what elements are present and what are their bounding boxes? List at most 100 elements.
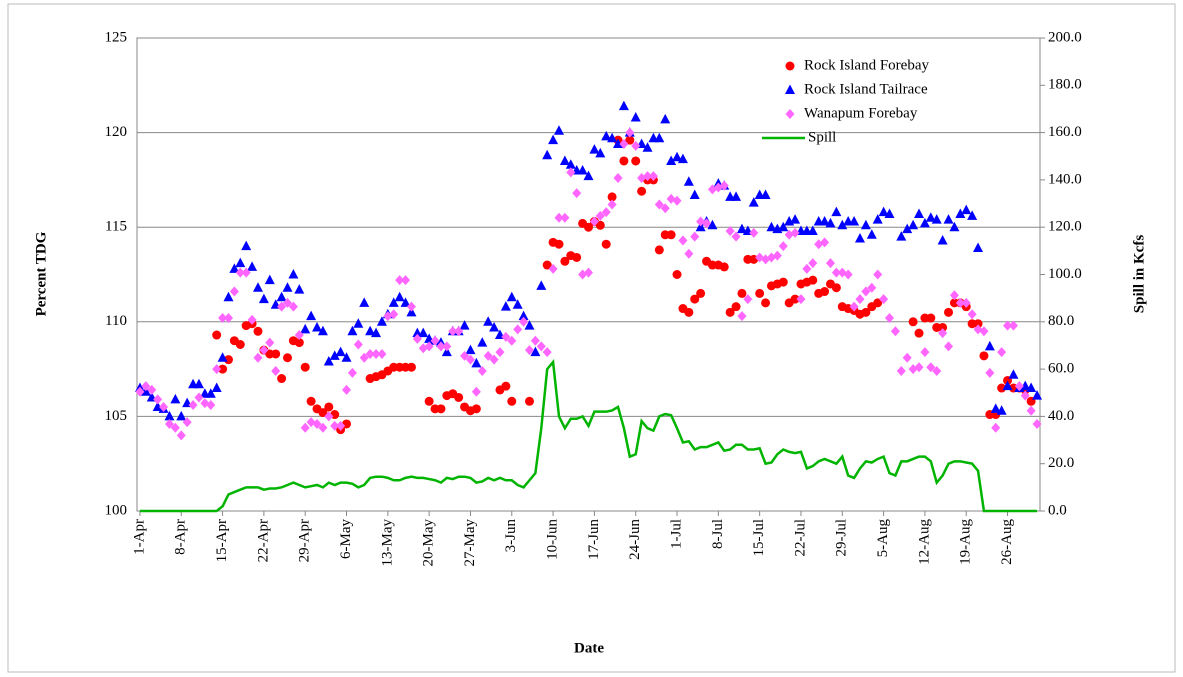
point (589, 144, 600, 154)
point (318, 422, 328, 433)
point (401, 275, 411, 286)
point (241, 240, 252, 251)
point (235, 267, 245, 278)
point (211, 382, 222, 393)
point (542, 149, 553, 160)
point (973, 319, 983, 329)
point (223, 355, 233, 365)
legend-label: Rock Island Tailrace (804, 81, 928, 97)
point (294, 338, 304, 348)
point (979, 326, 989, 337)
point (925, 212, 936, 222)
x-axis-title: Date (574, 640, 604, 656)
point (1032, 418, 1042, 429)
y-tick-label: 100 (105, 502, 128, 518)
point (448, 326, 458, 337)
point (785, 109, 795, 119)
point (329, 350, 340, 360)
point (1014, 381, 1024, 392)
x-tick-label: 29-Apr (297, 519, 313, 562)
point (654, 132, 665, 143)
point (914, 208, 925, 218)
point (1002, 380, 1013, 391)
x-tick-label: 15-Apr (214, 519, 230, 562)
point (997, 383, 1007, 393)
y2-tick-label: 60.0 (1048, 361, 1074, 377)
point (719, 180, 729, 191)
point (660, 203, 670, 214)
point (919, 217, 930, 228)
point (731, 191, 742, 201)
y-axis-title: Percent TDG (33, 231, 49, 316)
y2-tick-label: 180.0 (1048, 77, 1082, 93)
point (283, 297, 292, 308)
point (630, 111, 641, 122)
point (459, 320, 470, 330)
point (849, 301, 859, 312)
point (672, 270, 682, 279)
point (755, 288, 765, 298)
spill-line (139, 358, 1038, 513)
point (985, 367, 995, 378)
point (294, 284, 305, 294)
y2-tick-label: 100.0 (1048, 266, 1082, 282)
point (997, 347, 1007, 358)
point (359, 352, 369, 363)
point (607, 199, 617, 210)
point (955, 297, 965, 308)
x-tick-label: 10-Jun (545, 519, 561, 560)
point (607, 132, 618, 143)
point (666, 230, 676, 240)
point (749, 227, 759, 238)
point (689, 189, 700, 200)
point (271, 365, 281, 376)
point (684, 248, 694, 259)
x-tick-label: 12-Aug (916, 519, 932, 565)
point (524, 320, 535, 330)
point (932, 365, 942, 376)
point (489, 354, 499, 365)
point (418, 327, 429, 338)
point (335, 346, 346, 357)
point (967, 309, 977, 320)
point (252, 282, 263, 292)
point (336, 420, 346, 431)
point (684, 307, 694, 317)
point (388, 297, 399, 307)
point (583, 170, 594, 181)
point (318, 408, 328, 418)
point (536, 341, 546, 352)
point (973, 242, 984, 253)
point (1032, 390, 1043, 400)
y2-tick-label: 80.0 (1048, 313, 1074, 329)
point (389, 309, 399, 320)
point (530, 335, 540, 346)
point (613, 138, 624, 148)
point (825, 217, 836, 228)
point (808, 275, 818, 285)
point (483, 316, 494, 326)
point (725, 307, 735, 317)
point (406, 301, 416, 312)
point (785, 61, 795, 71)
point (176, 430, 186, 441)
point (778, 241, 788, 252)
point (678, 235, 688, 246)
point (330, 420, 340, 431)
point (253, 352, 263, 363)
point (554, 239, 564, 249)
point (147, 384, 157, 395)
point (766, 221, 777, 232)
point (860, 219, 871, 230)
point (170, 422, 180, 433)
point (170, 393, 181, 404)
point (300, 362, 310, 372)
point (920, 347, 930, 358)
point (944, 307, 954, 317)
point (825, 258, 835, 269)
point (524, 345, 534, 356)
x-tick-label: 8-Jul (710, 519, 726, 549)
y2-tick-label: 200.0 (1048, 29, 1082, 45)
point (530, 346, 541, 357)
point (914, 328, 924, 338)
